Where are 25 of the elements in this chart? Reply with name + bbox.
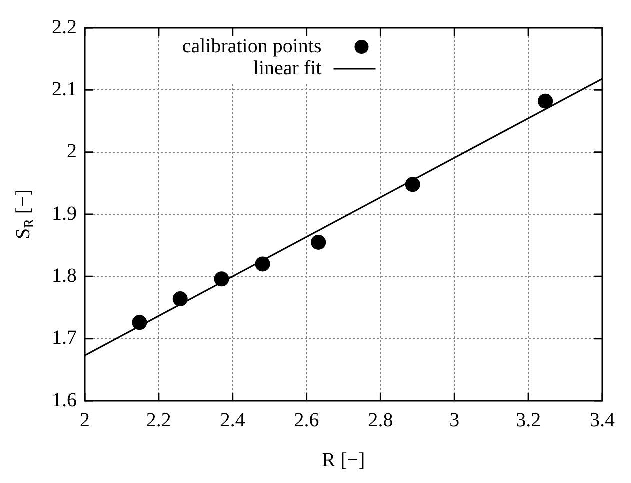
x-tick-label: 3.2 xyxy=(516,409,542,432)
point xyxy=(405,177,420,192)
y-tick-label: 1.7 xyxy=(52,327,77,350)
x-tick-label: 2.6 xyxy=(294,409,320,432)
x-tick-label: 2.4 xyxy=(220,409,246,432)
y-tick-label: 1.8 xyxy=(52,264,77,287)
point xyxy=(172,292,188,307)
legend-label: calibration points xyxy=(182,35,322,58)
point xyxy=(538,94,554,109)
point xyxy=(255,256,270,272)
y-tick-label: 1.6 xyxy=(52,389,77,412)
x-tick-label: 2.8 xyxy=(368,409,394,432)
y-tick-label: 2 xyxy=(67,140,77,163)
legend-label: linear fit xyxy=(253,57,322,80)
y-tick-label: 2.1 xyxy=(52,78,77,100)
y-tick-label: 1.9 xyxy=(52,202,77,225)
x-tick-label: 2.2 xyxy=(146,409,172,432)
y-tick-label: 2.2 xyxy=(52,16,77,38)
x-tick-label: 3.4 xyxy=(590,409,615,432)
y-axis-title: SR [−] xyxy=(12,189,38,240)
point xyxy=(132,315,148,330)
point xyxy=(311,234,326,250)
x-tick-label: 3 xyxy=(450,409,460,432)
point xyxy=(214,272,230,287)
x-axis-title: R [−] xyxy=(322,449,366,472)
